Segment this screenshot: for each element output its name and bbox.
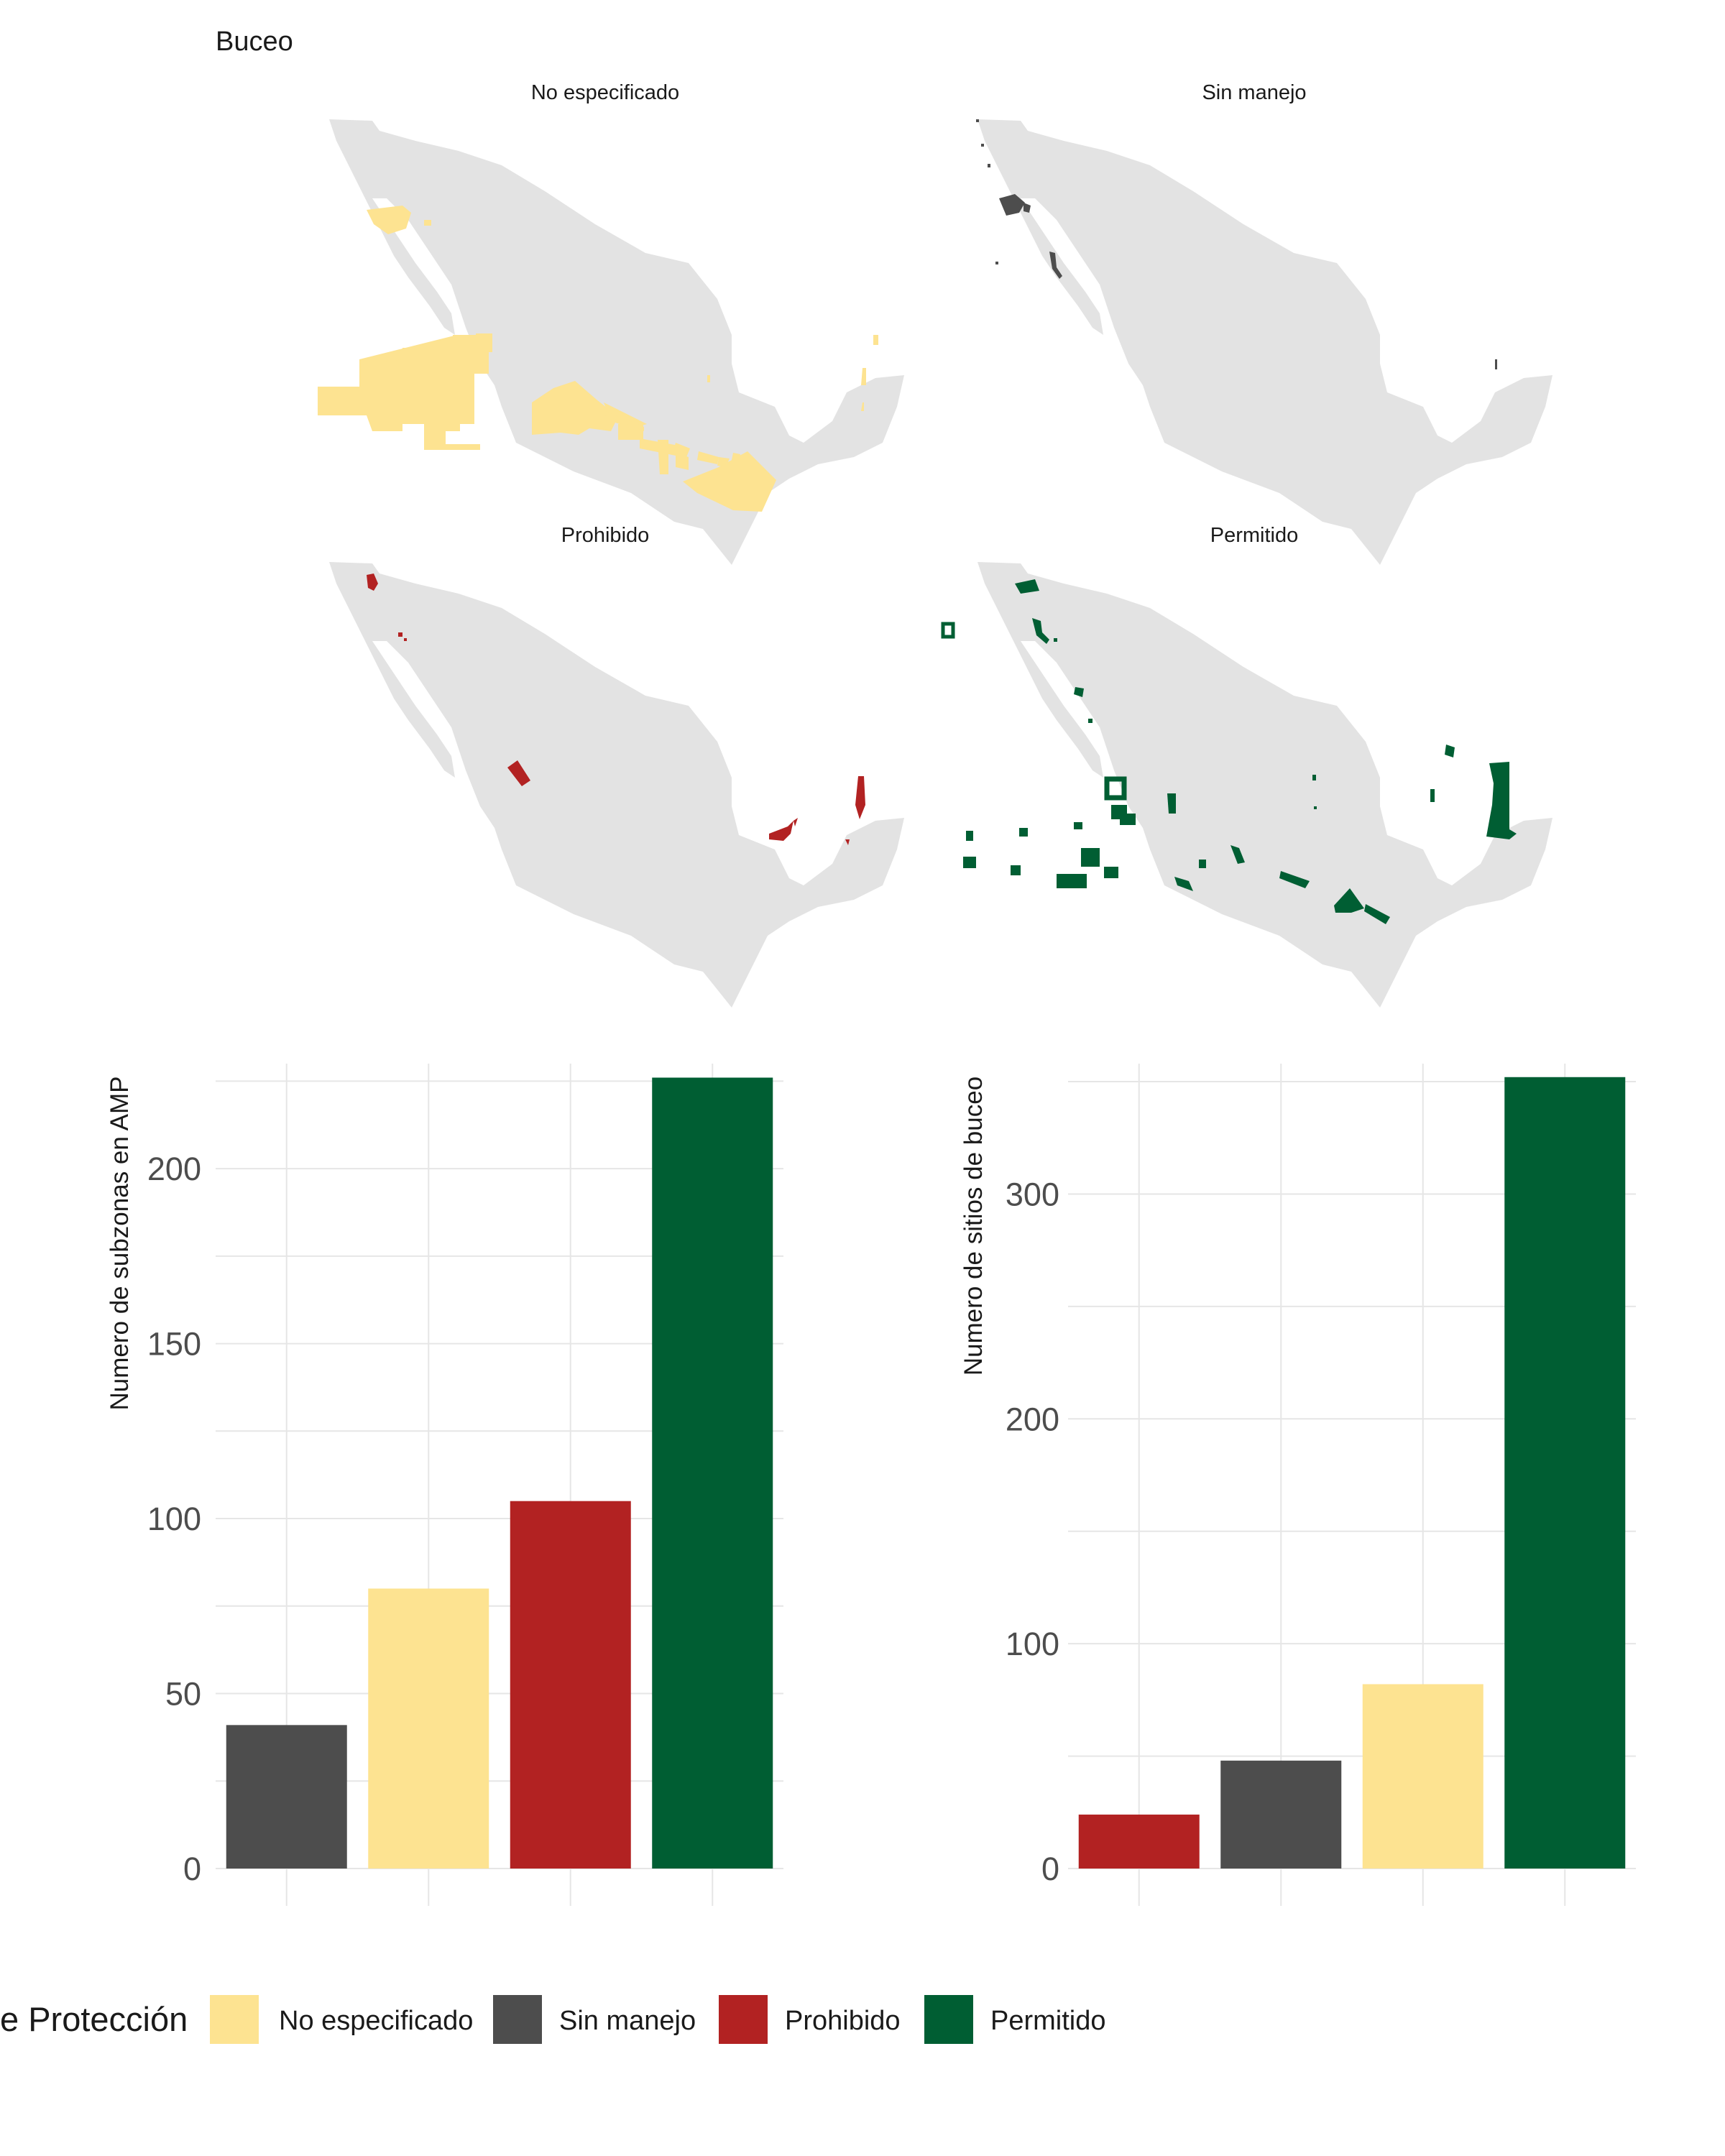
chart1-yticks: 0 50 100 150 200: [147, 1151, 201, 1887]
protected-areas-prohibido: [367, 573, 865, 845]
legend-item-no-especificado: No especificado: [210, 1995, 473, 2044]
chart2-ytick-label: 0: [1041, 1851, 1059, 1887]
map-panel-label-permitido: Permitido: [1210, 524, 1299, 547]
chart2-bar-no_especificado: [1362, 1684, 1484, 1869]
chart1-ytick-label: 150: [147, 1326, 201, 1363]
chart2-bar-permitido: [1504, 1077, 1626, 1869]
map-panel-prohibido: Prohibido: [329, 524, 904, 1008]
map-panel-label-sin-manejo: Sin manejo: [1202, 81, 1306, 104]
chart2-ylabel: Numero de sitios de buceo: [960, 1077, 988, 1376]
maps-title: Buceo: [216, 27, 293, 57]
legend-label-prohibido: Prohibido: [785, 2006, 901, 2036]
legend-swatch-prohibido: [719, 1995, 768, 2044]
map-panel-label-prohibido: Prohibido: [561, 524, 650, 547]
legend-label-no-especificado: No especificado: [279, 2006, 473, 2036]
chart2-bar-prohibido: [1078, 1814, 1200, 1869]
map-panel-no-especificado: No especificado: [318, 81, 904, 565]
map-panel-permitido: Permitido: [941, 524, 1552, 1008]
mexico-land-map-1: [329, 119, 904, 565]
chart1-bar-prohibido: [510, 1501, 631, 1869]
chart1-bar-no_especificado: [368, 1588, 489, 1869]
legend-swatch-permitido: [924, 1995, 973, 2044]
protected-areas-permitido: [941, 579, 1517, 924]
legend-item-prohibido: Prohibido: [719, 1995, 901, 2044]
map-panel-label-no-especificado: No especificado: [531, 81, 679, 104]
chart1-bar-permitido: [652, 1077, 773, 1869]
legend-label-permitido: Permitido: [990, 2006, 1106, 2036]
chart1-bars: [226, 1077, 773, 1869]
chart1-ytick-label: 200: [147, 1151, 201, 1187]
chart1-ytick-label: 50: [165, 1676, 201, 1713]
chart1-ylabel: Numero de subzonas en AMP: [106, 1077, 134, 1411]
chart2-ytick-label: 100: [1006, 1626, 1059, 1662]
map-panel-sin-manejo: Sin manejo: [976, 81, 1552, 565]
chart2-bar-sin_manejo: [1220, 1760, 1342, 1869]
chart2-yticks: 0 100 200 300: [1006, 1176, 1059, 1887]
legend: e Protección No especificado Sin manejo …: [0, 1995, 1106, 2044]
legend-title: e Protección: [0, 2000, 188, 2038]
protected-areas-no-especificado: [318, 206, 878, 512]
chart1-bar-sin_manejo: [226, 1725, 347, 1869]
bar-chart-sitios-buceo: Numero de sitios de buceo 0 100 200 300: [960, 1064, 1636, 1906]
chart1-ytick-label: 0: [183, 1851, 201, 1887]
mexico-land-map-3: [329, 562, 904, 1008]
legend-label-sin-manejo: Sin manejo: [559, 2006, 696, 2036]
chart2-bars: [1078, 1077, 1626, 1869]
legend-swatch-no-especificado: [210, 1995, 259, 2044]
protected-areas-sin-manejo: [976, 119, 1497, 369]
mexico-land-map-4: [978, 562, 1552, 1008]
bar-chart-subzonas: Numero de subzonas en AMP 0 50 100 150 200: [106, 1064, 783, 1906]
chart2-ytick-label: 300: [1006, 1176, 1059, 1212]
mexico-land-map-2: [978, 119, 1552, 565]
legend-item-sin-manejo: Sin manejo: [493, 1995, 696, 2044]
chart2-ytick-label: 200: [1006, 1401, 1059, 1437]
chart1-ytick-label: 100: [147, 1501, 201, 1537]
legend-swatch-sin-manejo: [493, 1995, 542, 2044]
legend-item-permitido: Permitido: [924, 1995, 1106, 2044]
